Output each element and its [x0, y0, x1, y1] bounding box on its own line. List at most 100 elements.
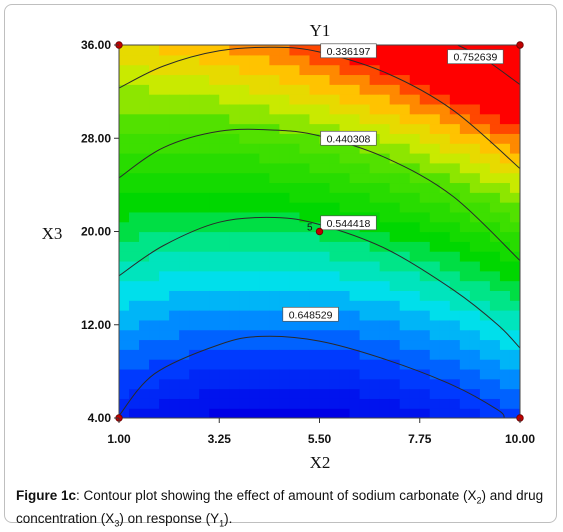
field-cell: [349, 152, 361, 164]
field-cell: [139, 388, 150, 399]
field-cell: [219, 270, 230, 282]
field-cell: [139, 260, 150, 272]
field-cell: [349, 84, 361, 95]
field-cell: [219, 54, 230, 66]
field-cell: [199, 113, 210, 125]
field-cell: [419, 192, 431, 203]
field-cell: [179, 152, 190, 164]
field-cell: [159, 182, 170, 193]
field-cell: [269, 74, 281, 85]
field-cell: [209, 349, 220, 360]
field-cell: [299, 123, 311, 134]
field-cell: [239, 280, 250, 291]
field-cell: [279, 290, 291, 301]
field-cell: [429, 349, 441, 360]
field-cell: [319, 74, 331, 85]
field-cell: [469, 398, 481, 409]
field-cell: [339, 408, 351, 418]
field-cell: [469, 290, 481, 301]
field-cell: [489, 211, 501, 223]
field-cell: [149, 221, 160, 233]
field-cell: [149, 310, 160, 321]
field-cell: [199, 349, 210, 360]
field-cell: [309, 241, 321, 252]
field-cell: [169, 152, 180, 164]
field-cell: [289, 368, 301, 380]
field-cell: [419, 143, 431, 154]
field-cell: [119, 221, 130, 233]
field-cell: [509, 133, 520, 144]
field-cell: [239, 388, 250, 399]
field-cell: [339, 143, 351, 154]
field-cell: [209, 133, 220, 144]
field-cell: [369, 64, 381, 76]
field-cell: [169, 54, 180, 66]
field-cell: [269, 260, 281, 272]
field-cell: [429, 74, 441, 85]
field-cell: [309, 408, 321, 418]
field-cell: [429, 231, 441, 242]
field-cell: [439, 152, 451, 164]
field-cell: [309, 211, 321, 223]
field-cell: [239, 319, 250, 331]
field-cell: [179, 300, 190, 311]
field-cell: [209, 143, 220, 154]
field-cell: [499, 231, 511, 242]
field-cell: [479, 231, 491, 242]
field-cell: [469, 231, 481, 242]
field-cell: [299, 349, 311, 360]
field-cell: [199, 339, 210, 350]
field-cell: [179, 64, 190, 76]
field-cell: [259, 123, 270, 134]
field-cell: [209, 359, 220, 370]
field-cell: [409, 152, 421, 164]
field-cell: [329, 64, 341, 76]
field-cell: [399, 54, 411, 66]
field-cell: [359, 202, 371, 213]
field-cell: [129, 152, 140, 164]
field-cell: [279, 339, 291, 350]
field-cell: [289, 182, 301, 193]
field-cell: [289, 162, 301, 174]
field-cell: [489, 123, 501, 134]
field-cell: [169, 103, 180, 115]
field-cell: [419, 280, 431, 291]
x-tick-label: 7.75: [408, 432, 432, 446]
field-cell: [439, 270, 451, 282]
field-cell: [279, 54, 291, 66]
field-cell: [209, 113, 220, 125]
field-cell: [479, 192, 491, 203]
field-cell: [509, 192, 520, 203]
field-cell: [169, 133, 180, 144]
field-cell: [479, 74, 491, 85]
field-cell: [289, 103, 301, 115]
field-cell: [219, 211, 230, 223]
field-cell: [279, 368, 291, 380]
field-cell: [349, 349, 361, 360]
field-cell: [159, 349, 170, 360]
field-cell: [359, 241, 371, 252]
field-cell: [129, 113, 140, 125]
field-cell: [149, 359, 160, 370]
field-cell: [499, 339, 511, 350]
field-cell: [329, 94, 341, 105]
field-cell: [299, 54, 311, 66]
field-cell: [369, 378, 381, 390]
field-cell: [369, 368, 381, 380]
field-cell: [439, 231, 451, 242]
field-cell: [359, 74, 371, 85]
field-cell: [209, 162, 220, 174]
field-cell: [169, 329, 180, 341]
field-cell: [119, 368, 130, 380]
field-cell: [169, 260, 180, 272]
field-cell: [359, 408, 371, 418]
field-cell: [359, 329, 371, 341]
field-cell: [319, 64, 331, 76]
field-cell: [179, 113, 190, 125]
field-cell: [369, 300, 381, 311]
field-cell: [289, 84, 301, 95]
field-cell: [239, 84, 250, 95]
field-cell: [369, 202, 381, 213]
field-cell: [269, 319, 281, 331]
